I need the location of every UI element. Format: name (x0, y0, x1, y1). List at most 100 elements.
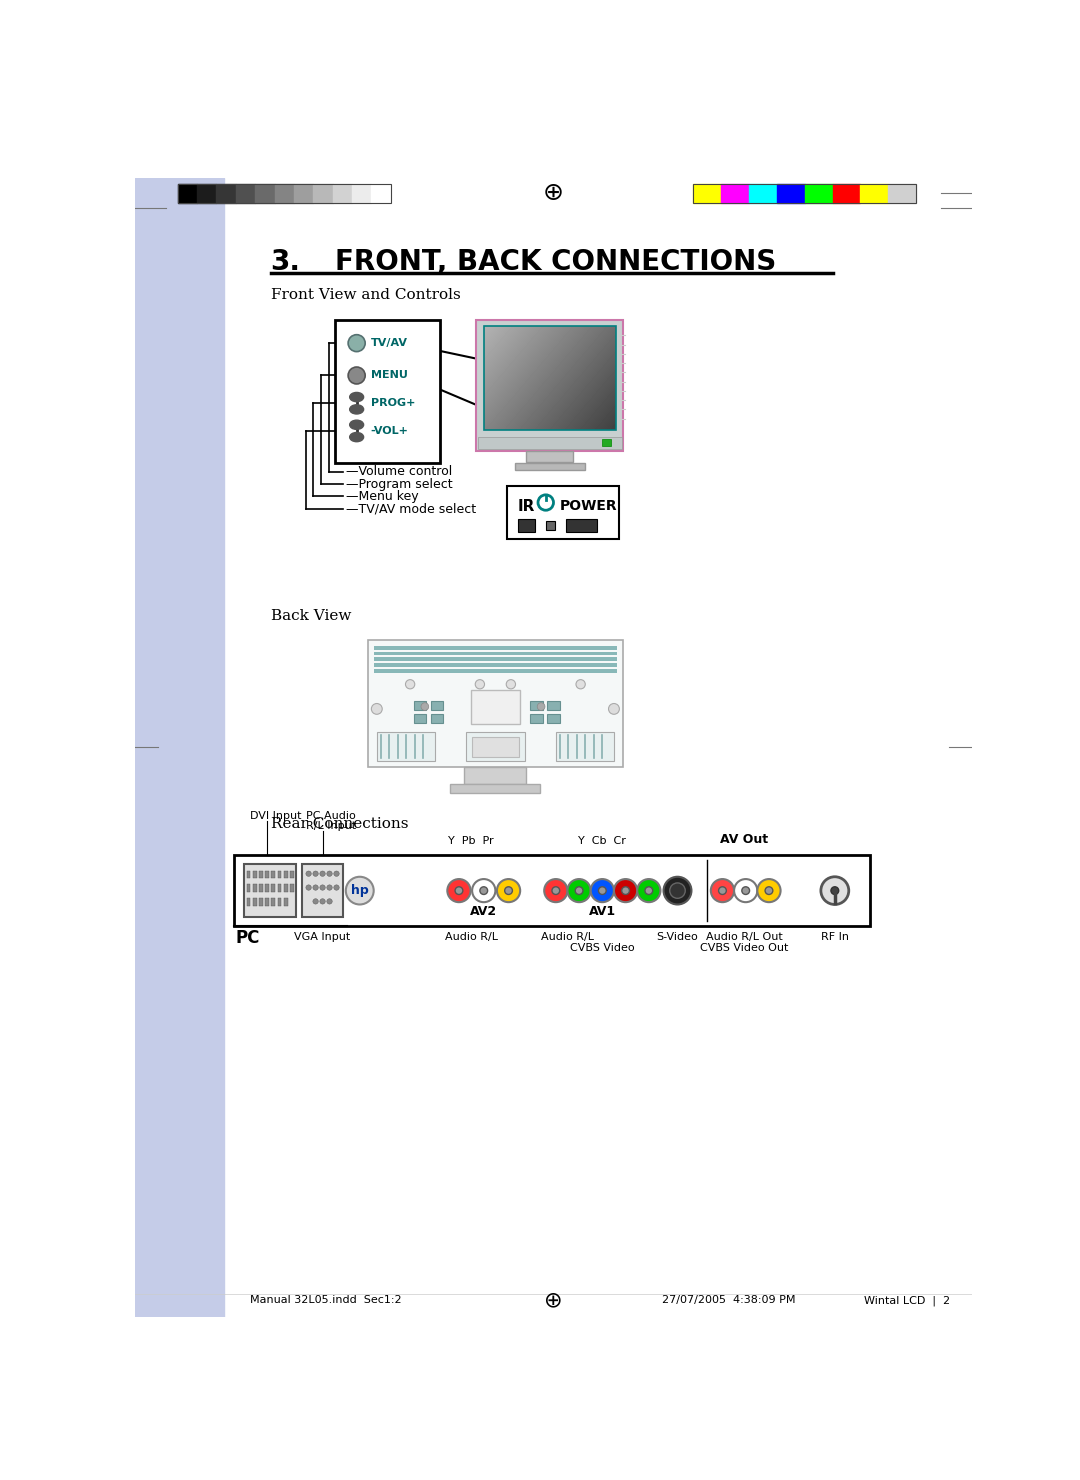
Bar (526, 451, 572, 462)
Text: POWER: POWER (559, 499, 618, 514)
Circle shape (421, 703, 429, 710)
Circle shape (313, 898, 319, 904)
Bar (367, 639, 623, 767)
Text: FRONT, BACK CONNECTIONS: FRONT, BACK CONNECTIONS (335, 249, 777, 277)
Bar (278, 870, 282, 878)
Circle shape (613, 879, 637, 903)
Circle shape (327, 872, 333, 876)
Circle shape (480, 887, 488, 894)
Bar (253, 870, 257, 878)
Circle shape (346, 876, 374, 904)
Bar (721, 184, 748, 203)
Text: AV1: AV1 (589, 906, 616, 918)
Text: CVBS Video Out: CVBS Video Out (700, 943, 788, 953)
Text: —TV/AV mode select: —TV/AV mode select (346, 502, 476, 515)
Bar (255, 184, 274, 203)
Ellipse shape (350, 420, 364, 429)
Circle shape (544, 879, 567, 903)
Circle shape (327, 885, 333, 891)
Circle shape (306, 872, 311, 876)
Bar (235, 184, 255, 203)
Bar (377, 733, 435, 761)
Circle shape (598, 887, 606, 894)
Bar (243, 864, 296, 916)
Text: AV2: AV2 (470, 906, 497, 918)
Circle shape (334, 872, 339, 876)
Bar (246, 870, 251, 878)
Bar (548, 702, 559, 710)
Bar (266, 898, 269, 906)
Circle shape (537, 703, 545, 710)
Text: hp: hp (351, 884, 368, 897)
Bar (805, 184, 833, 203)
Text: IR: IR (517, 499, 536, 515)
Circle shape (334, 885, 339, 891)
Circle shape (313, 872, 319, 876)
Circle shape (405, 679, 415, 688)
Circle shape (718, 887, 727, 894)
Circle shape (567, 879, 591, 903)
Circle shape (821, 876, 849, 904)
Bar (278, 898, 282, 906)
Circle shape (306, 885, 311, 891)
Bar (476, 320, 623, 451)
Text: —Program select: —Program select (346, 478, 453, 490)
Bar (484, 326, 616, 431)
Bar (266, 885, 269, 892)
Text: VGA Input: VGA Input (295, 932, 351, 943)
Circle shape (348, 367, 365, 383)
Ellipse shape (350, 392, 364, 401)
Bar (177, 184, 391, 203)
Bar (291, 885, 294, 892)
Text: CVBS Video: CVBS Video (570, 943, 635, 953)
Bar (833, 184, 861, 203)
Circle shape (645, 887, 652, 894)
Bar (335, 320, 440, 462)
Text: Audio R/L Out: Audio R/L Out (705, 932, 783, 943)
Ellipse shape (350, 432, 364, 441)
Text: Wintal LCD  |  2: Wintal LCD | 2 (864, 1295, 949, 1305)
Text: R/L Input: R/L Input (307, 820, 356, 830)
Text: TV/AV: TV/AV (370, 337, 407, 348)
Bar (274, 184, 294, 203)
Bar (777, 184, 805, 203)
Bar (477, 437, 622, 450)
Circle shape (372, 703, 382, 715)
Circle shape (576, 679, 585, 688)
Bar (548, 713, 559, 722)
Bar (284, 898, 287, 906)
Bar (259, 898, 262, 906)
Text: ⊕: ⊕ (543, 181, 564, 206)
Bar (374, 645, 617, 650)
Circle shape (576, 887, 583, 894)
Bar (177, 184, 197, 203)
Text: ⊕: ⊕ (544, 1291, 563, 1310)
Bar (333, 184, 352, 203)
Circle shape (591, 879, 613, 903)
Text: PC: PC (235, 929, 260, 947)
Bar (135, 178, 225, 1317)
Circle shape (348, 334, 365, 352)
Circle shape (711, 879, 734, 903)
Bar (216, 184, 235, 203)
Circle shape (313, 885, 319, 891)
Text: Audio R/L: Audio R/L (445, 932, 498, 943)
Ellipse shape (350, 404, 364, 414)
Circle shape (670, 884, 685, 898)
Text: Y  Cb  Cr: Y Cb Cr (578, 836, 625, 847)
Bar (545, 521, 555, 530)
Bar (266, 870, 269, 878)
Text: Rear Connections: Rear Connections (271, 817, 408, 830)
Text: AV Out: AV Out (720, 833, 768, 847)
Bar (464, 767, 526, 783)
Bar (253, 898, 257, 906)
Bar (271, 870, 275, 878)
Text: S-Video: S-Video (657, 932, 699, 943)
Circle shape (663, 876, 691, 904)
Text: -VOL+: -VOL+ (370, 426, 408, 437)
Bar (246, 885, 251, 892)
Bar (530, 713, 542, 722)
Bar (246, 898, 251, 906)
Circle shape (765, 887, 773, 894)
Bar (374, 657, 617, 662)
